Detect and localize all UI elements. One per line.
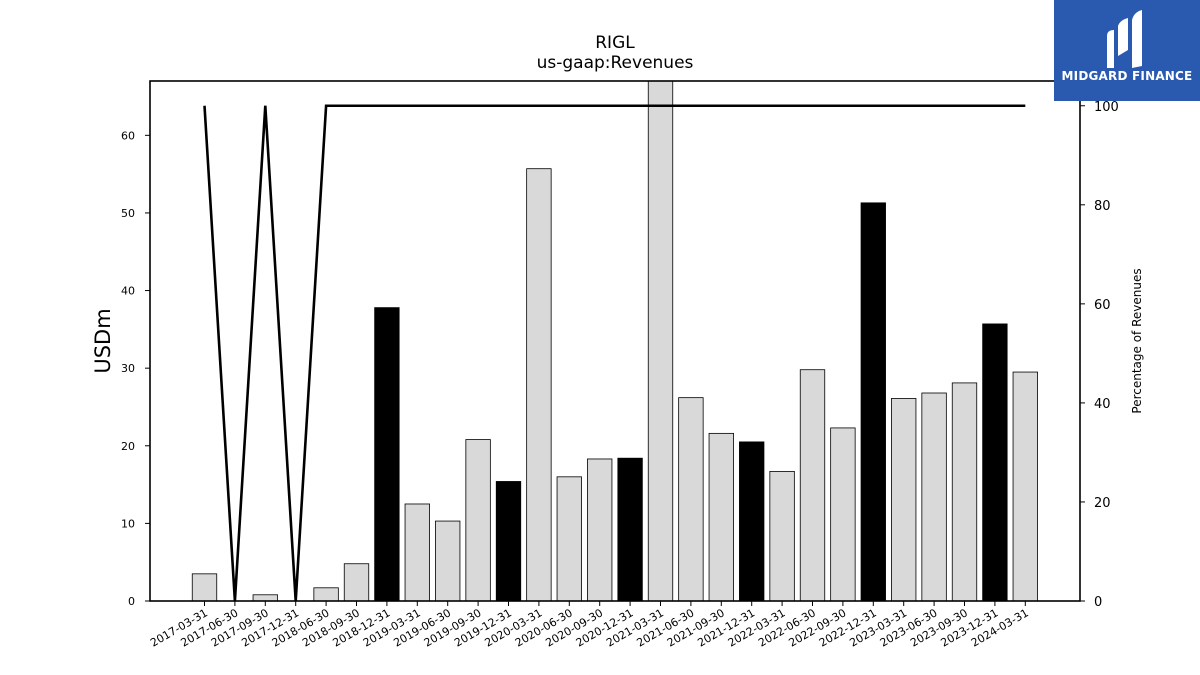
bar-2019-12-31 <box>495 481 522 602</box>
plot-frame <box>149 80 1081 602</box>
bar-2021-12-31 <box>739 441 765 602</box>
bar-2020-06-30 <box>556 476 582 602</box>
bar-2018-09-30 <box>343 563 370 602</box>
bar-2018-06-30 <box>313 587 339 602</box>
bar-2023-03-31 <box>891 398 917 602</box>
bar-2019-06-30 <box>435 520 461 602</box>
bar-2017-09-30 <box>252 594 278 602</box>
y2-tick-label: 20 <box>1094 496 1111 511</box>
logo-text: MIDGARD FINANCE <box>1061 69 1193 83</box>
bar-2021-03-31 <box>647 80 674 602</box>
bar-2021-09-30 <box>708 432 734 602</box>
y-tick-label: 0 <box>128 595 135 608</box>
y-tick-label: 30 <box>121 362 135 375</box>
bar-2023-12-31 <box>982 323 1008 602</box>
midgard-logo-icon <box>1107 10 1142 68</box>
bar-2022-03-31 <box>769 470 795 602</box>
y2-axis-label: Percentage of Revenues <box>1130 268 1144 413</box>
bar-2017-03-31 <box>191 573 218 602</box>
bar-2019-03-31 <box>404 503 430 602</box>
percentage-line <box>203 104 1026 602</box>
bar-2022-09-30 <box>830 427 856 602</box>
bar-2020-09-30 <box>587 458 613 602</box>
bar-2018-12-31 <box>374 307 400 602</box>
bar-2021-06-30 <box>678 397 704 602</box>
bar-2024-03-31 <box>1012 371 1038 602</box>
bar-2023-09-30 <box>951 382 978 602</box>
y2-tick-label: 60 <box>1094 298 1111 313</box>
y-tick-label: 60 <box>121 129 135 142</box>
bar-2019-09-30 <box>465 439 491 602</box>
midgard-finance-logo: MIDGARD FINANCE <box>1054 0 1200 101</box>
y-tick-label: 50 <box>121 207 135 220</box>
y2-tick-label: 0 <box>1094 595 1102 610</box>
chart-subtitle: us-gaap:Revenues <box>537 53 694 73</box>
bar-2023-06-30 <box>921 392 947 602</box>
chart-title: RIGL <box>595 33 635 53</box>
bar-2020-12-31 <box>617 457 643 602</box>
y2-tick-label: 40 <box>1094 397 1111 412</box>
bar-2020-03-31 <box>526 168 552 602</box>
y-tick-label: 20 <box>121 440 135 453</box>
bar-2022-06-30 <box>799 369 826 602</box>
y-tick-label: 10 <box>121 517 135 530</box>
y-tick-label: 40 <box>121 285 135 298</box>
y2-tick-label: 80 <box>1094 199 1111 214</box>
y2-tick-label: 100 <box>1094 100 1119 115</box>
bar-2022-12-31 <box>860 202 886 602</box>
y-axis-label: USDm <box>91 308 115 373</box>
